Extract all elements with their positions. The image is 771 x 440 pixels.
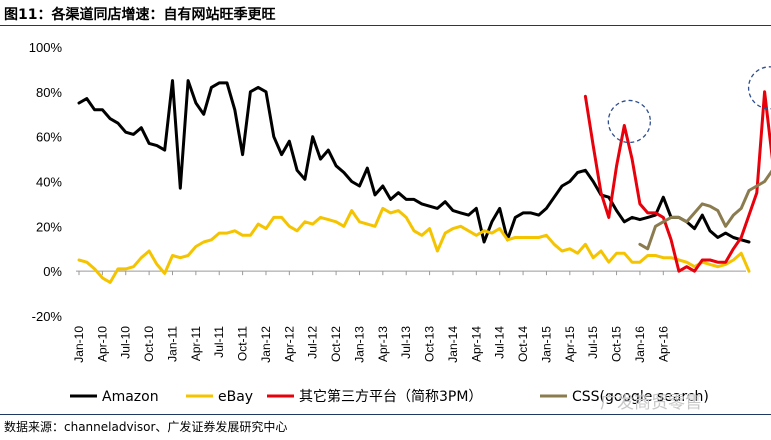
x-tick-label: Apr-14 [469, 326, 483, 362]
y-tick-label: 20% [36, 219, 62, 234]
legend-label: Amazon [102, 389, 159, 405]
source-note: 数据来源：channeladvisor、广发证券发展研究中心 [4, 420, 288, 434]
legend-label: CSS(google search) [572, 389, 709, 405]
x-tick-label: Jul-11 [212, 326, 226, 358]
x-tick-label: Oct-14 [516, 326, 530, 362]
x-tick-label: Oct-11 [236, 326, 250, 361]
x-tick-label: Apr-12 [282, 326, 296, 362]
y-tick-label: 80% [36, 85, 62, 100]
series-line-1 [77, 206, 751, 284]
x-tick-label: Jan-15 [539, 326, 553, 363]
x-tick-label: Jan-11 [165, 326, 179, 362]
x-tick-label: Oct-10 [142, 326, 156, 362]
title-bar: 图11：各渠道同店增速：自有网站旺季更旺 [0, 0, 771, 26]
legend-label: 其它第三方平台（简称3PM） [299, 388, 482, 405]
series-line-2 [583, 90, 771, 273]
y-tick-label: 100% [29, 40, 63, 55]
source-divider [0, 414, 771, 415]
x-tick-label: Apr-16 [656, 326, 670, 362]
annotation-ellipse [607, 99, 651, 144]
series-line-0 [77, 79, 751, 244]
x-tick-label: Oct-12 [329, 326, 343, 362]
x-tick-label: Jul-15 [586, 326, 600, 359]
x-tick-label: Jan-14 [446, 326, 460, 363]
x-tick-label: Jan-16 [633, 326, 647, 363]
y-tick-label: 40% [36, 175, 62, 190]
series-line-3 [638, 169, 771, 251]
x-tick-label: Oct-13 [423, 326, 437, 362]
x-tick-label: Jul-14 [493, 326, 507, 359]
x-tick-label: Jul-12 [306, 326, 320, 359]
x-tick-label: Apr-11 [189, 326, 203, 361]
x-tick-label: Jan-13 [352, 326, 366, 363]
x-tick-label: Jan-12 [259, 326, 273, 363]
figure-title: 图11：各渠道同店增速：自有网站旺季更旺 [4, 7, 276, 23]
y-tick-label: 0% [43, 264, 62, 279]
x-tick-label: Jul-13 [399, 326, 413, 359]
x-tick-label: Jan-10 [72, 326, 86, 363]
x-tick-label: Apr-10 [95, 326, 109, 362]
watermark: 广发商贸零售 [600, 393, 702, 413]
annotation-ellipse [747, 66, 771, 110]
line-chart: 100% 80% 60% 40% 20% 0% -20% Jan-10 Apr-10 Jul-10… [29, 40, 771, 405]
y-tick-label: 60% [36, 130, 62, 145]
legend-label: eBay [218, 389, 253, 405]
x-tick-label: Jul-10 [119, 326, 133, 359]
y-tick-label: -20% [32, 309, 63, 324]
x-tick-label: Apr-13 [376, 326, 390, 362]
x-tick-label: Apr-15 [563, 326, 577, 362]
x-tick-label: Oct-15 [610, 326, 624, 362]
